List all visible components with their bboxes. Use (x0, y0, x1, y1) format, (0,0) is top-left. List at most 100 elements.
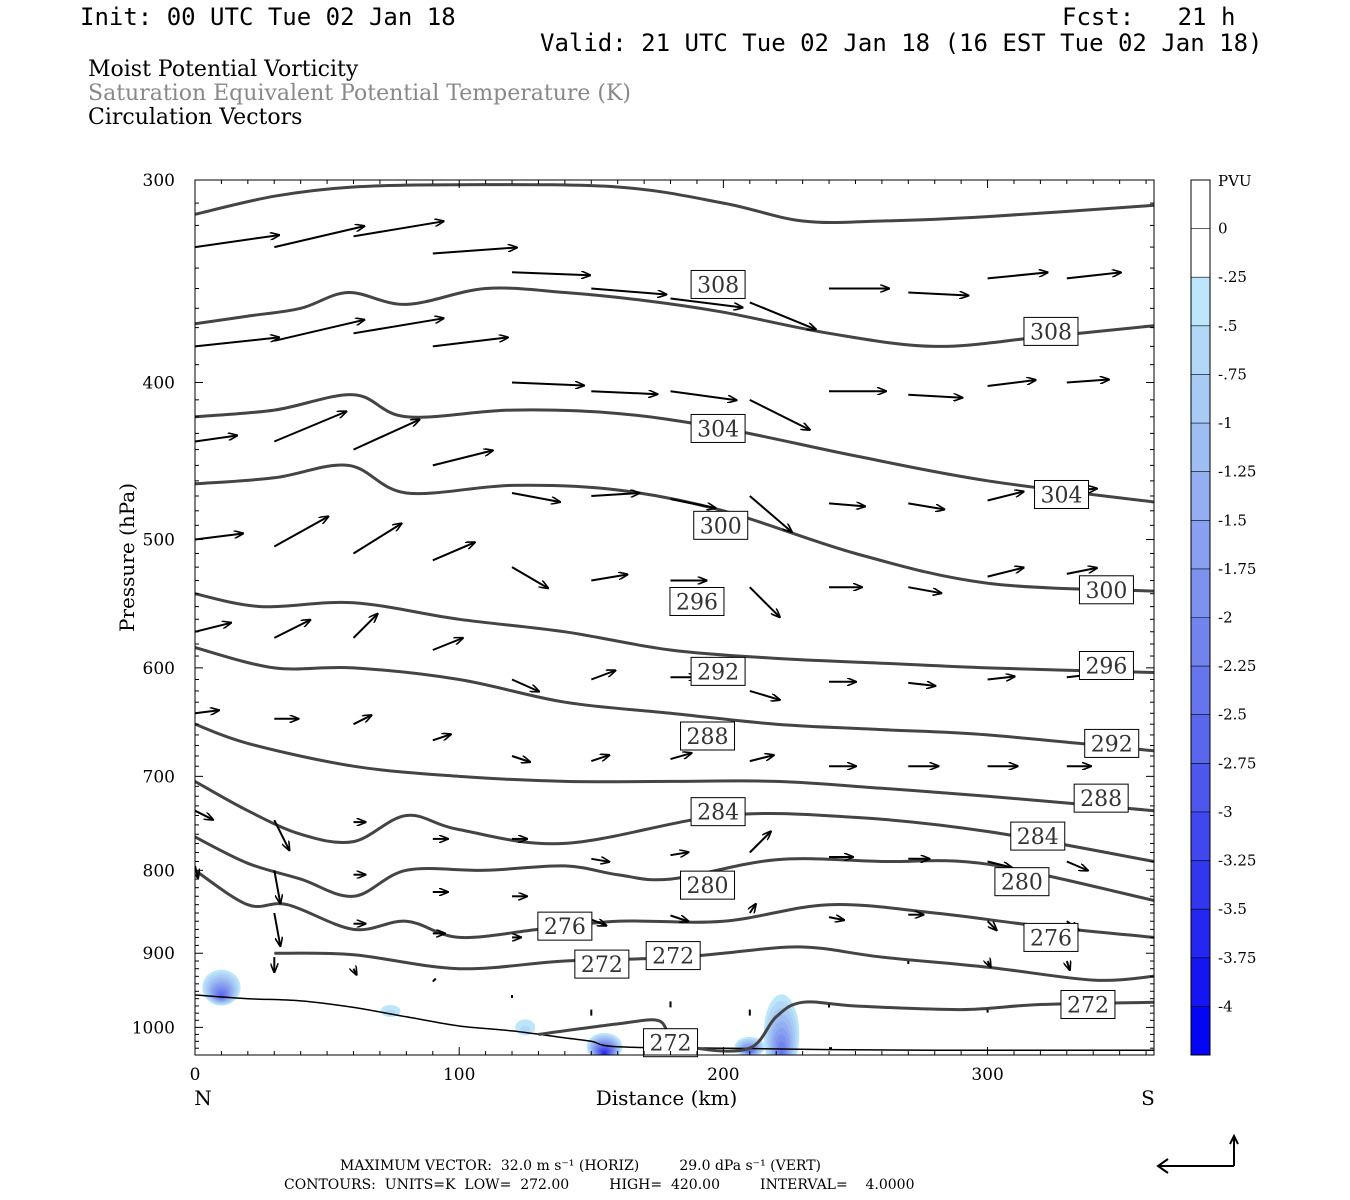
pv-patch (520, 1025, 531, 1034)
y-tick-label: 600 (143, 659, 175, 679)
contour-label: 288 (680, 721, 736, 751)
contour-labels: 308 308 304 304 300 300 296 296 292 292 288 288 284 2… (537, 269, 1140, 1058)
colorbar-swatch (1191, 617, 1210, 667)
colorbar-swatch (1191, 763, 1210, 813)
circulation-vector (1066, 568, 1097, 575)
circulation-vector (195, 436, 237, 443)
colorbar-label: -3.25 (1218, 852, 1256, 870)
contour-label: 280 (680, 870, 736, 900)
colorbar-label: -4 (1218, 997, 1233, 1015)
x-tick-label: 100 (443, 1065, 475, 1085)
contour-label: 296 (669, 586, 725, 616)
cross-section-chart: 308 308 304 304 300 300 296 296 292 292 288 288 284 2… (115, 171, 1256, 1110)
circulation-vector (908, 586, 941, 593)
colorbar-label: -1.5 (1218, 511, 1247, 529)
circulation-vector (590, 920, 606, 926)
terrain-surface (195, 994, 1154, 1052)
contour-label-text: 280 (1001, 871, 1043, 896)
contour-label: 284 (690, 797, 746, 827)
circulation-vector (987, 860, 1012, 868)
reference-vector-icon (1156, 1133, 1239, 1174)
circulation-vector (195, 337, 279, 348)
colorbar-swatch (1191, 423, 1210, 473)
contour-label: 272 (1060, 990, 1116, 1020)
contour-label-text: 288 (687, 725, 729, 750)
colorbar-swatch (1191, 228, 1210, 278)
circulation-vector (511, 755, 530, 762)
colorbar-swatch (1191, 180, 1210, 230)
circulation-vector (432, 638, 463, 651)
colorbar-label: -2.25 (1218, 657, 1256, 675)
circulation-vector (749, 832, 771, 854)
x-axis-title: Distance (km) (596, 1086, 738, 1110)
y-tick-label: 700 (143, 767, 175, 787)
contour-label-box (693, 510, 749, 540)
isentrope-288 (195, 722, 1154, 813)
valid-time: Valid: 21 UTC Tue 02 Jan 18 (16 EST Tue … (540, 29, 1263, 57)
contour-label-box (537, 911, 593, 941)
circulation-vector (749, 755, 774, 763)
footer-max-vector: MAXIMUM VECTOR: 32.0 m s⁻¹ (HORIZ) 29.0 … (340, 1158, 822, 1174)
circulation-vector (274, 226, 364, 249)
x-axis-end-north: N (194, 1086, 212, 1110)
circulation-vector (908, 293, 968, 296)
circulation-vectors (195, 221, 1121, 1050)
circulation-vector (749, 301, 816, 329)
circulation-vector (749, 689, 780, 700)
pv-shading (202, 969, 800, 1055)
colorbar-label: -3.75 (1218, 949, 1256, 967)
isentrope-contours (195, 183, 1154, 1053)
circulation-vector (828, 917, 844, 920)
colorbar-label: -.75 (1218, 365, 1247, 383)
colorbar-swatch (1191, 568, 1210, 618)
contour-label-box (680, 870, 736, 900)
colorbar-swatch (1191, 957, 1210, 1007)
y-tick-label: 300 (143, 171, 175, 191)
circulation-vector (749, 399, 810, 430)
contour-label-box (1078, 651, 1134, 681)
contour-label-box (690, 797, 746, 827)
isentrope-304 (195, 393, 1154, 504)
contour-label-box (669, 586, 725, 616)
colorbar-swatch (1191, 325, 1210, 375)
x-axis-end-south: S (1141, 1086, 1155, 1110)
contour-label: 288 (1073, 783, 1129, 813)
circulation-vector (591, 391, 657, 394)
circulation-vector (273, 517, 328, 548)
circulation-vector (1066, 380, 1109, 383)
circulation-vector (988, 961, 991, 967)
circulation-vector (353, 420, 420, 451)
contour-label-box (994, 867, 1050, 897)
contour-label-text: 272 (1067, 994, 1109, 1019)
colorbar-swatch (1191, 374, 1210, 424)
circulation-vector (432, 977, 437, 983)
colorbar-swatch (1191, 811, 1210, 861)
contour-label-text: 296 (1085, 655, 1127, 680)
contour-label-text: 304 (1041, 483, 1083, 508)
contour-label-text: 272 (581, 953, 623, 978)
contour-label: 284 (1010, 821, 1066, 851)
colorbar-swatch (1191, 520, 1210, 570)
y-tick-label: 400 (143, 373, 175, 393)
circulation-vector (273, 412, 346, 443)
y-tick-label: 500 (143, 531, 175, 551)
x-tick-label: 200 (707, 1065, 739, 1085)
circulation-vector (591, 859, 609, 862)
isentrope-292 (195, 646, 1154, 753)
circulation-vector (432, 450, 493, 467)
colorbar-label: -2 (1218, 609, 1233, 627)
circulation-vector (749, 586, 780, 617)
contour-label-text: 308 (1030, 320, 1072, 345)
circulation-vector (670, 297, 743, 308)
circulation-vector (670, 753, 692, 761)
circulation-vector (987, 568, 1024, 578)
isentrope-272 (538, 1000, 1154, 1053)
y-tick-label: 900 (143, 944, 175, 964)
pv-patch (603, 1052, 606, 1055)
contour-label: 276 (537, 911, 593, 941)
circulation-vector (511, 492, 560, 502)
contour-label-box (1084, 728, 1140, 758)
circulation-vector (195, 623, 231, 633)
colorbar-label: -3 (1218, 803, 1233, 821)
colorbar-label: -2.5 (1218, 706, 1247, 724)
